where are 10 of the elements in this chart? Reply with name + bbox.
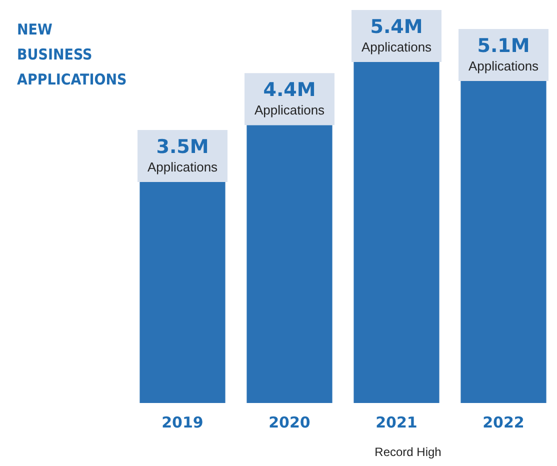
x-tick-label: 2020 xyxy=(268,414,310,432)
data-label: 5.4M Applications xyxy=(361,16,432,54)
x-tick-label: 2021 xyxy=(376,414,418,432)
x-tick-label: 2019 xyxy=(162,414,204,432)
data-label: 4.4M Applications xyxy=(254,79,326,118)
text: Record High xyxy=(374,445,442,459)
data-label: 3.5M Applications xyxy=(147,136,218,174)
data-label: 5.1M Applications xyxy=(468,34,540,74)
chart-title: NEW BUSINESS APPLICATIONS xyxy=(17,20,127,88)
x-tick-label: 2022 xyxy=(482,414,524,432)
